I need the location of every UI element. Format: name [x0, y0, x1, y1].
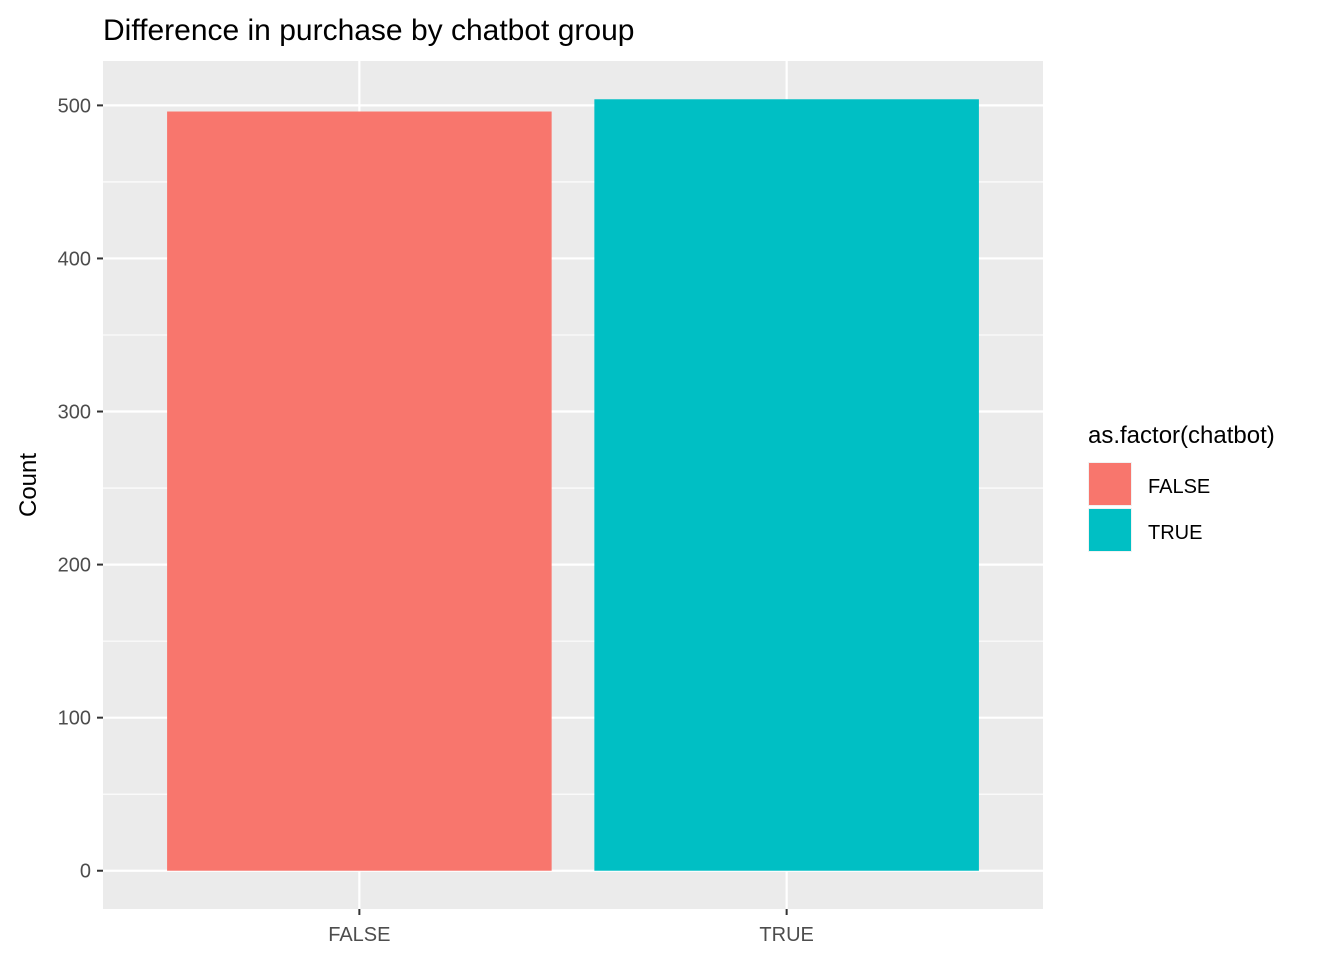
legend-swatch [1089, 509, 1131, 551]
y-axis-title: Count [15, 453, 42, 517]
y-tick-label: 0 [80, 861, 91, 883]
y-tick-label: 200 [58, 555, 91, 577]
x-tick-label: FALSE [328, 924, 390, 946]
bars [167, 99, 979, 871]
y-tick-label: 100 [58, 708, 91, 730]
y-tick-label: 500 [58, 95, 91, 117]
legend-swatch [1089, 463, 1131, 505]
x-tick-label: TRUE [759, 924, 813, 946]
legend-label: TRUE [1148, 522, 1202, 544]
legend-title: as.factor(chatbot) [1088, 422, 1275, 449]
y-tick-label: 300 [58, 402, 91, 424]
chart-title: Difference in purchase by chatbot group [103, 14, 634, 47]
bar-true [594, 99, 979, 871]
legend: as.factor(chatbot) FALSE TRUE [1088, 422, 1275, 552]
x-axis: FALSE TRUE [328, 909, 814, 946]
legend-label: FALSE [1148, 476, 1210, 498]
y-tick-label: 400 [58, 248, 91, 270]
bar-false [167, 111, 552, 871]
y-axis: 0 100 200 300 400 500 [58, 95, 103, 883]
